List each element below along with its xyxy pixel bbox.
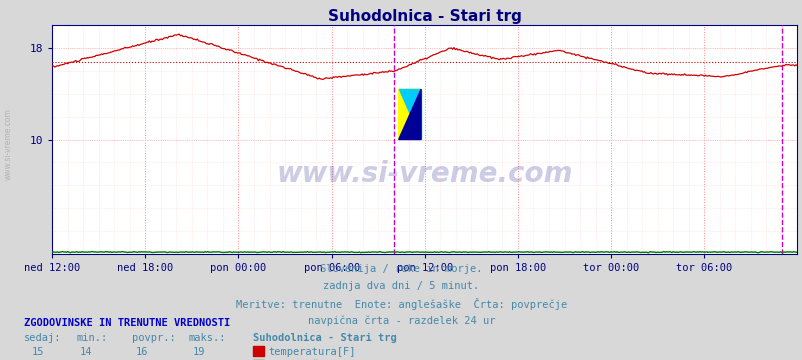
Text: 16: 16 <box>136 347 148 357</box>
Text: Meritve: trenutne  Enote: anglešaške  Črta: povprečje: Meritve: trenutne Enote: anglešaške Črta… <box>236 298 566 310</box>
Text: Suhodolnica - Stari trg: Suhodolnica - Stari trg <box>253 333 396 343</box>
Title: Suhodolnica - Stari trg: Suhodolnica - Stari trg <box>327 9 521 24</box>
Text: www.si-vreme.com: www.si-vreme.com <box>3 108 13 180</box>
Text: ZGODOVINSKE IN TRENUTNE VREDNOSTI: ZGODOVINSKE IN TRENUTNE VREDNOSTI <box>24 318 230 328</box>
Text: temperatura[F]: temperatura[F] <box>268 347 355 357</box>
Text: zadnja dva dni / 5 minut.: zadnja dva dni / 5 minut. <box>323 281 479 291</box>
Text: 15: 15 <box>31 347 44 357</box>
Text: sedaj:: sedaj: <box>24 333 62 343</box>
Text: maks.:: maks.: <box>188 333 226 343</box>
Text: povpr.:: povpr.: <box>132 333 176 343</box>
Text: min.:: min.: <box>76 333 107 343</box>
Text: navpična črta - razdelek 24 ur: navpična črta - razdelek 24 ur <box>307 315 495 326</box>
Text: Slovenija / reke in morje.: Slovenija / reke in morje. <box>320 264 482 274</box>
Text: 14: 14 <box>79 347 92 357</box>
Text: www.si-vreme.com: www.si-vreme.com <box>276 160 573 188</box>
Text: 19: 19 <box>192 347 205 357</box>
